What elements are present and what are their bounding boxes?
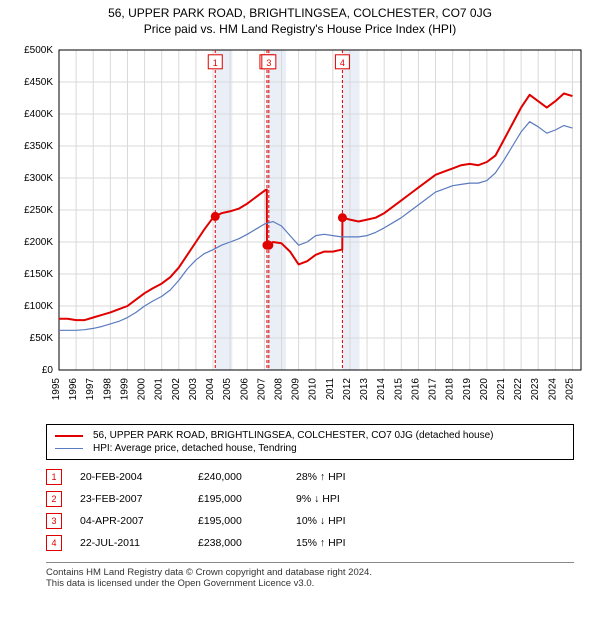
legend-row: 56, UPPER PARK ROAD, BRIGHTLINGSEA, COLC… (55, 429, 565, 442)
legend-swatch (55, 448, 83, 449)
svg-text:2005: 2005 (222, 378, 233, 401)
legend-label: HPI: Average price, detached house, Tend… (93, 443, 297, 454)
transaction-date: 23-FEB-2007 (80, 493, 180, 505)
transaction-row: 2 23-FEB-2007 £195,000 9% ↓ HPI (46, 488, 574, 510)
svg-text:2019: 2019 (462, 378, 473, 401)
svg-text:2021: 2021 (496, 378, 507, 401)
svg-text:2023: 2023 (530, 378, 541, 401)
svg-text:2007: 2007 (256, 378, 267, 401)
svg-text:3: 3 (266, 58, 271, 68)
svg-text:1997: 1997 (85, 378, 96, 401)
svg-text:2013: 2013 (359, 378, 370, 401)
transaction-row: 3 04-APR-2007 £195,000 10% ↓ HPI (46, 510, 574, 532)
transaction-badge: 3 (46, 513, 62, 529)
svg-text:1995: 1995 (51, 378, 62, 401)
svg-text:2015: 2015 (393, 378, 404, 401)
svg-text:£0: £0 (42, 365, 54, 376)
transaction-badge: 2 (46, 491, 62, 507)
transaction-pct: 10% ↓ HPI (296, 515, 396, 527)
svg-text:2024: 2024 (547, 378, 558, 401)
svg-text:£300K: £300K (24, 173, 53, 184)
title-subtitle: Price paid vs. HM Land Registry's House … (8, 22, 592, 36)
svg-text:4: 4 (340, 58, 345, 68)
transaction-badge: 4 (46, 535, 62, 551)
svg-text:£250K: £250K (24, 205, 53, 216)
svg-text:2004: 2004 (205, 378, 216, 401)
legend-label: 56, UPPER PARK ROAD, BRIGHTLINGSEA, COLC… (93, 430, 494, 441)
transactions-table: 1 20-FEB-2004 £240,000 28% ↑ HPI 2 23-FEB-200… (46, 466, 574, 554)
svg-text:2017: 2017 (428, 378, 439, 401)
svg-text:£200K: £200K (24, 237, 53, 248)
svg-text:2011: 2011 (325, 378, 336, 400)
svg-text:1998: 1998 (102, 378, 113, 401)
svg-text:2006: 2006 (239, 378, 250, 401)
svg-text:2002: 2002 (171, 378, 182, 401)
footer-line2: This data is licensed under the Open Gov… (46, 578, 574, 589)
svg-text:£50K: £50K (30, 333, 54, 344)
svg-text:2003: 2003 (188, 378, 199, 401)
footer-attribution: Contains HM Land Registry data © Crown c… (46, 562, 574, 589)
transaction-price: £195,000 (198, 515, 278, 527)
svg-text:2008: 2008 (273, 378, 284, 401)
transaction-price: £240,000 (198, 471, 278, 483)
svg-text:2000: 2000 (137, 378, 148, 401)
transaction-price: £238,000 (198, 537, 278, 549)
transaction-date: 04-APR-2007 (80, 515, 180, 527)
svg-text:2010: 2010 (308, 378, 319, 401)
svg-text:£350K: £350K (24, 141, 53, 152)
legend-row: HPI: Average price, detached house, Tend… (55, 442, 565, 455)
legend-swatch (55, 435, 83, 437)
svg-text:£450K: £450K (24, 77, 53, 88)
svg-text:2001: 2001 (154, 378, 165, 401)
transaction-date: 22-JUL-2011 (80, 537, 180, 549)
svg-text:2020: 2020 (479, 378, 490, 401)
transaction-date: 20-FEB-2004 (80, 471, 180, 483)
price-chart: £0 £50K £100K £150K £200K £250K £300K £350K £400… (7, 38, 593, 418)
svg-text:2014: 2014 (376, 378, 387, 401)
chart-titles: 56, UPPER PARK ROAD, BRIGHTLINGSEA, COLC… (0, 0, 600, 38)
transaction-badge: 1 (46, 469, 62, 485)
svg-text:1999: 1999 (119, 378, 130, 401)
legend-box: 56, UPPER PARK ROAD, BRIGHTLINGSEA, COLC… (46, 424, 574, 460)
svg-text:2012: 2012 (342, 378, 353, 401)
transaction-pct: 9% ↓ HPI (296, 493, 396, 505)
title-address: 56, UPPER PARK ROAD, BRIGHTLINGSEA, COLC… (8, 6, 592, 20)
svg-text:2018: 2018 (445, 378, 456, 401)
transaction-pct: 15% ↑ HPI (296, 537, 396, 549)
svg-text:£400K: £400K (24, 109, 53, 120)
transaction-price: £195,000 (198, 493, 278, 505)
svg-text:1996: 1996 (68, 378, 79, 401)
transaction-row: 1 20-FEB-2004 £240,000 28% ↑ HPI (46, 466, 574, 488)
svg-text:£100K: £100K (24, 301, 53, 312)
svg-text:2016: 2016 (410, 378, 421, 401)
transaction-pct: 28% ↑ HPI (296, 471, 396, 483)
svg-text:£500K: £500K (24, 45, 53, 56)
footer-line1: Contains HM Land Registry data © Crown c… (46, 567, 574, 578)
svg-text:2009: 2009 (291, 378, 302, 401)
svg-text:1: 1 (213, 58, 218, 68)
svg-text:2022: 2022 (513, 378, 524, 401)
transaction-row: 4 22-JUL-2011 £238,000 15% ↑ HPI (46, 532, 574, 554)
svg-text:2025: 2025 (564, 378, 575, 401)
svg-text:£150K: £150K (24, 269, 53, 280)
